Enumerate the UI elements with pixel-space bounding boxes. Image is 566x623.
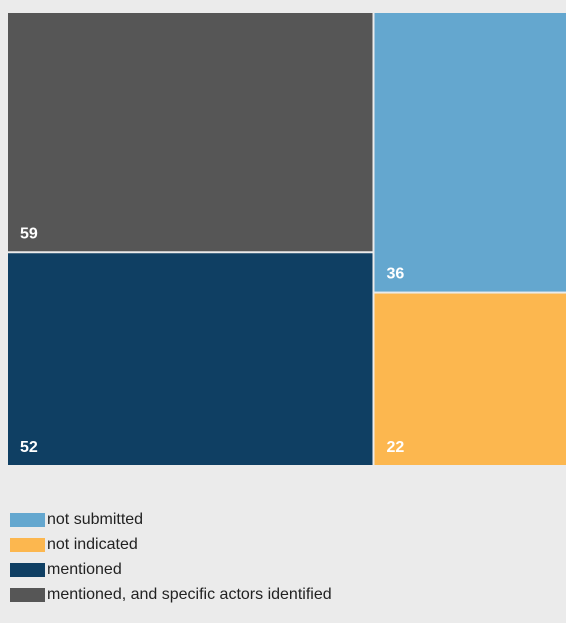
legend-label-mentioned-actors: mentioned, and specific actors identifie… <box>47 585 332 603</box>
legend-swatch-mentioned-actors <box>10 587 45 602</box>
legend-label-not-indicated: not indicated <box>47 535 138 553</box>
legend-label-not-submitted: not submitted <box>47 510 144 528</box>
legend: not submitted not indicated mentioned me… <box>10 511 332 603</box>
tile-mentioned <box>8 253 373 465</box>
tile-label-mentioned-and-specific-actors-identified: 59 <box>20 225 38 242</box>
legend-swatch-mentioned <box>10 562 45 577</box>
tile-mentioned-and-specific-actors-identified <box>8 13 373 252</box>
legend-item-mentioned-actors: mentioned, and specific actors identifie… <box>10 586 332 603</box>
tile-label-not-indicated: 22 <box>386 439 404 456</box>
tile-label-mentioned: 52 <box>20 439 38 456</box>
tile-not-indicated <box>374 293 566 465</box>
legend-label-mentioned: mentioned <box>47 560 122 578</box>
treemap-chart: 59 52 36 22 <box>8 13 566 465</box>
legend-item-mentioned: mentioned <box>10 561 332 578</box>
legend-swatch-not-submitted <box>10 512 45 527</box>
legend-item-not-submitted: not submitted <box>10 511 332 528</box>
tile-label-not-submitted: 36 <box>386 266 404 283</box>
legend-item-not-indicated: not indicated <box>10 536 332 553</box>
tile-not-submitted <box>374 13 566 292</box>
legend-swatch-not-indicated <box>10 537 45 552</box>
